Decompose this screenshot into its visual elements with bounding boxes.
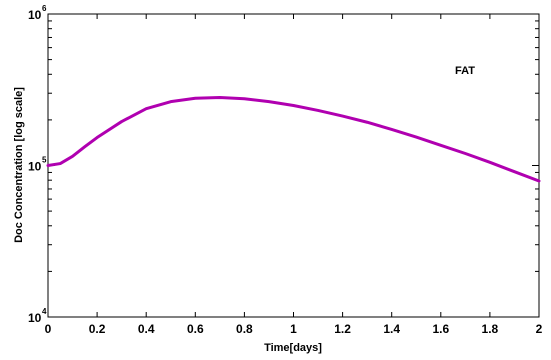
x-tick-label: 0.4 — [138, 322, 155, 336]
x-tick-label: 1.2 — [334, 322, 351, 336]
y-tick-label: 10 — [28, 160, 42, 174]
y-tick-exponent: 5 — [42, 156, 47, 165]
x-tick-label: 1.8 — [482, 322, 499, 336]
x-tick-label: 0.8 — [236, 322, 253, 336]
y-tick-label: 10 — [28, 311, 42, 325]
plot-area-frame — [47, 13, 540, 318]
series-line — [46, 96, 541, 183]
fat-annotation: FAT — [455, 65, 475, 77]
x-tick-label: 1.4 — [383, 322, 400, 336]
x-tick-label: 1.6 — [432, 322, 449, 336]
x-tick-label: 1 — [290, 322, 297, 336]
x-tick-label: 0 — [45, 322, 52, 336]
y-tick-exponent: 6 — [42, 4, 47, 13]
y-axis-label: Doc Concentration [log scale] — [13, 87, 25, 243]
y-tick-label: 10 — [28, 8, 42, 22]
x-tick-label: 0.2 — [89, 322, 106, 336]
x-axis-label: Time[days] — [264, 342, 322, 354]
y-tick-exponent: 4 — [42, 307, 47, 316]
x-axis-ticks: 0 0.2 0.4 0.6 0.8 1 1.2 1.4 1.6 1.8 2 — [45, 14, 543, 336]
x-tick-label: 2 — [536, 322, 543, 336]
x-tick-label: 0.6 — [187, 322, 204, 336]
